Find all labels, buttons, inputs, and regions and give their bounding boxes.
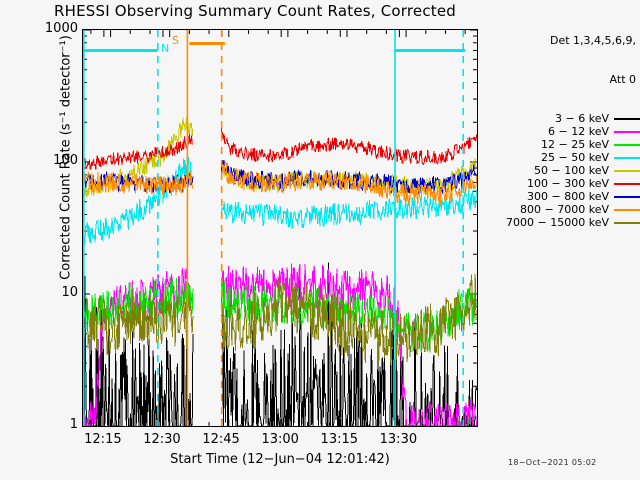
legend-entry: 800 − 7000 keV xyxy=(484,203,640,216)
legend-color-swatch xyxy=(614,195,640,198)
plot-frame xyxy=(82,29,478,427)
y-tick-label: 1000 xyxy=(44,21,78,36)
legend-entry: 6 − 12 keV xyxy=(484,125,640,138)
event-markers xyxy=(83,30,466,426)
legend-entry: 50 − 100 keV xyxy=(484,164,640,177)
legend-attenuator: Att 0 xyxy=(609,73,636,86)
legend-entries: 3 − 6 keV 6 − 12 keV 12 − 25 keV 25 − 50 ke… xyxy=(484,112,640,229)
legend-color-swatch xyxy=(614,221,640,224)
x-axis-title: Start Time (12−Jun−04 12:01:42) xyxy=(170,452,390,467)
legend-entry-label: 3 − 6 keV xyxy=(555,112,609,125)
legend-detector-list: Det 1,3,4,5,6,9, xyxy=(549,34,636,47)
x-tick-label: 13:15 xyxy=(320,432,359,447)
legend-entry-label: 6 − 12 keV xyxy=(548,125,609,138)
legend-entry: 12 − 25 keV xyxy=(484,138,640,151)
legend-entry: 25 − 50 keV xyxy=(484,151,640,164)
x-tick-label: 13:00 xyxy=(261,432,299,447)
y-tick-label: 100 xyxy=(53,153,78,168)
legend-entry: 7000 − 15000 keV xyxy=(484,216,640,229)
legend-color-swatch xyxy=(614,208,640,211)
x-tick-label: 12:15 xyxy=(84,432,122,447)
legend-detector-header: Det 1,3,4,5,6,9, Att 0 xyxy=(484,8,640,112)
legend-color-swatch xyxy=(614,182,640,185)
y-axis-title: Corrected Count Rate (s⁻¹ detector⁻¹) xyxy=(58,35,74,280)
legend-color-swatch xyxy=(614,117,640,120)
series-8 xyxy=(83,273,477,367)
axis-ticks xyxy=(83,30,477,426)
y-tick-label: 1 xyxy=(69,417,78,432)
plot-canvas xyxy=(83,30,477,426)
night-annotation-label: N xyxy=(161,42,170,55)
series-3 xyxy=(83,156,477,246)
series-0 xyxy=(83,262,477,426)
legend-entry-label: 800 − 7000 keV xyxy=(520,203,609,216)
chart-title: RHESSI Observing Summary Count Rates, Co… xyxy=(53,2,456,20)
legend-color-swatch xyxy=(614,156,640,159)
x-tick-label: 13:30 xyxy=(379,432,418,447)
legend-entry-label: 25 − 50 keV xyxy=(541,151,609,164)
x-tick-label: 12:30 xyxy=(143,432,181,447)
x-tick-label: 12:45 xyxy=(202,432,240,447)
legend-entry: 100 − 300 keV xyxy=(484,177,640,190)
legend-color-swatch xyxy=(614,130,640,133)
legend-entry-label: 7000 − 15000 keV xyxy=(506,216,609,229)
series-5 xyxy=(83,128,477,170)
legend-color-swatch xyxy=(614,169,640,172)
y-tick-label: 10 xyxy=(61,285,78,300)
legend-entry-label: 100 − 300 keV xyxy=(527,177,609,190)
legend-color-swatch xyxy=(614,143,640,146)
legend: Det 1,3,4,5,6,9, Att 0 3 − 6 keV 6 − 12 k… xyxy=(484,8,640,229)
series-7 xyxy=(83,160,477,206)
legend-entry: 3 − 6 keV xyxy=(484,112,640,125)
render-timestamp: 18−Oct−2021 05:02 xyxy=(508,458,597,467)
legend-entry-label: 12 − 25 keV xyxy=(541,138,609,151)
legend-entry: 300 − 800 keV xyxy=(484,190,640,203)
legend-entry-label: 50 − 100 keV xyxy=(534,164,609,177)
legend-entry-label: 300 − 800 keV xyxy=(527,190,609,203)
saa-annotation-label: S xyxy=(172,34,179,47)
data-series-group xyxy=(83,117,477,426)
